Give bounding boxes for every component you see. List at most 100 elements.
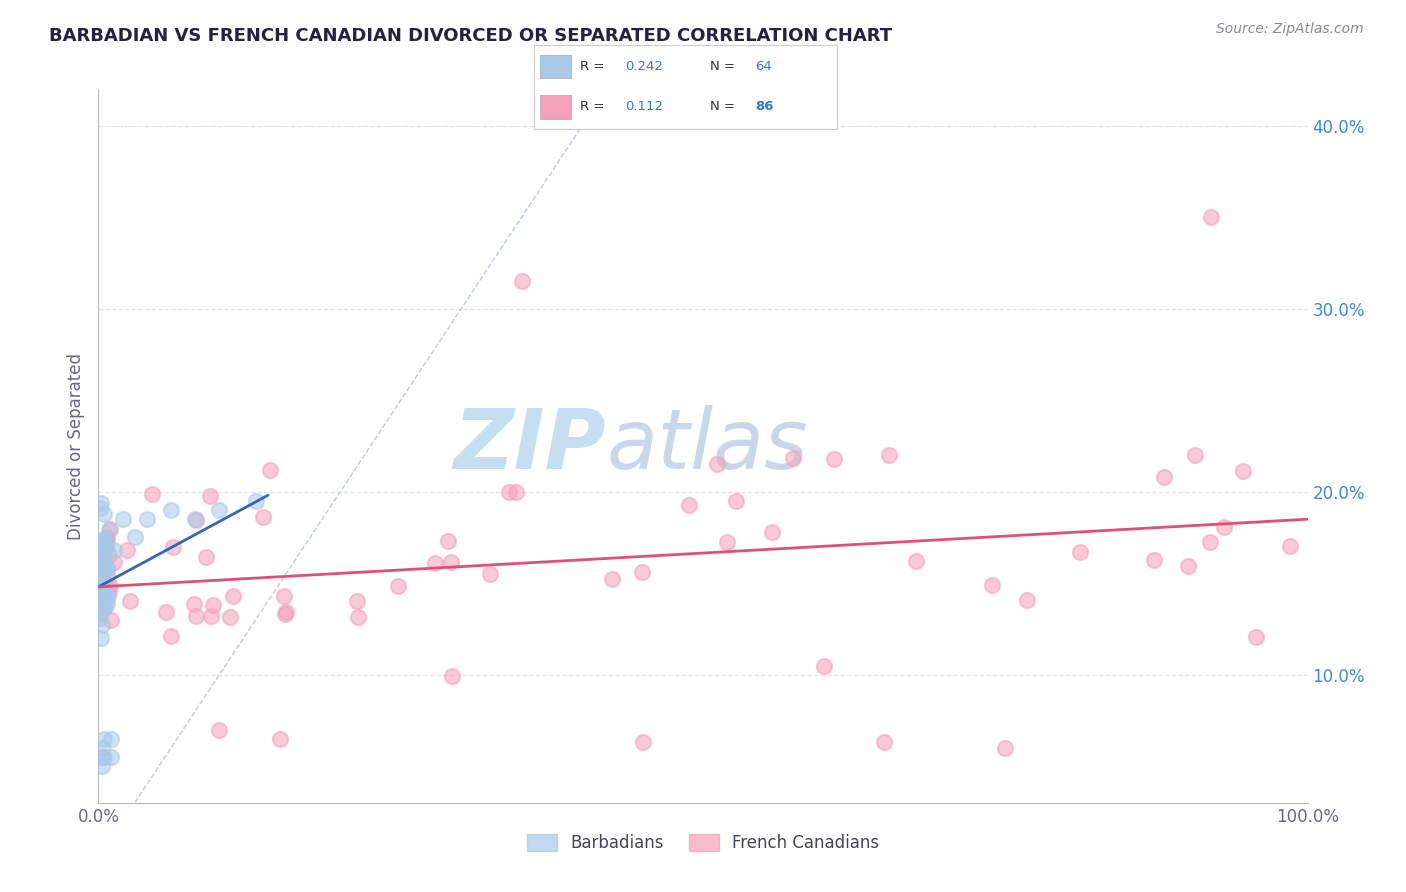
Point — [98, 524, 121, 538]
Point — [89, 574, 111, 589]
Point — [724, 494, 747, 508]
FancyBboxPatch shape — [540, 95, 571, 120]
Point — [387, 579, 409, 593]
Point — [91, 562, 114, 576]
Point — [1232, 464, 1254, 478]
Text: BARBADIAN VS FRENCH CANADIAN DIVORCED OR SEPARATED CORRELATION CHART: BARBADIAN VS FRENCH CANADIAN DIVORCED OR… — [49, 27, 893, 45]
Point — [91, 548, 114, 562]
Point — [1198, 535, 1220, 549]
Point — [93, 731, 115, 746]
Point — [1199, 211, 1222, 225]
Point — [94, 539, 117, 553]
Point — [89, 553, 111, 567]
Point — [980, 578, 1002, 592]
Point — [346, 594, 368, 608]
Point — [89, 605, 111, 619]
Point — [160, 503, 183, 517]
Point — [1015, 593, 1038, 607]
Point — [479, 566, 502, 581]
Point — [208, 503, 231, 517]
Point — [716, 534, 738, 549]
FancyBboxPatch shape — [540, 54, 571, 78]
Point — [347, 609, 370, 624]
Point — [91, 549, 114, 564]
Point — [91, 566, 114, 581]
Point — [124, 531, 146, 545]
Point — [600, 572, 623, 586]
Point — [141, 487, 163, 501]
Y-axis label: Divorced or Separated: Divorced or Separated — [66, 352, 84, 540]
Point — [96, 567, 118, 582]
Point — [94, 542, 117, 557]
Point — [96, 598, 118, 612]
Point — [90, 553, 112, 567]
Point — [436, 534, 458, 549]
Point — [904, 554, 927, 568]
Point — [823, 452, 845, 467]
Point — [90, 571, 112, 585]
Point — [873, 735, 896, 749]
Point — [89, 567, 111, 582]
Point — [183, 597, 205, 611]
Point — [91, 541, 114, 555]
Point — [498, 484, 520, 499]
Point — [93, 750, 115, 764]
Text: 0.242: 0.242 — [624, 60, 662, 73]
Point — [91, 590, 114, 604]
Point — [184, 512, 207, 526]
Point — [91, 545, 114, 559]
Point — [273, 589, 295, 603]
Text: N =: N = — [710, 101, 740, 113]
Point — [440, 669, 463, 683]
Point — [91, 537, 114, 551]
Text: N =: N = — [710, 60, 740, 73]
Text: atlas: atlas — [606, 406, 808, 486]
Point — [93, 600, 115, 615]
Point — [103, 554, 125, 568]
Point — [245, 494, 267, 508]
Point — [103, 543, 125, 558]
Point — [97, 589, 120, 603]
Point — [90, 631, 112, 645]
Point — [93, 561, 115, 575]
Text: ZIP: ZIP — [454, 406, 606, 486]
Point — [1143, 552, 1166, 566]
Point — [505, 485, 527, 500]
Point — [93, 507, 115, 521]
Point — [93, 558, 115, 573]
Point — [91, 740, 114, 755]
Point — [94, 578, 117, 592]
Point — [94, 599, 117, 613]
Point — [89, 566, 111, 580]
Point — [96, 531, 118, 545]
Point — [276, 605, 298, 619]
Point — [195, 550, 218, 565]
Point — [184, 513, 207, 527]
Point — [89, 533, 111, 548]
Point — [96, 562, 118, 576]
Text: R =: R = — [579, 101, 613, 113]
Point — [89, 607, 111, 622]
Point — [100, 750, 122, 764]
Point — [89, 534, 111, 549]
Point — [89, 578, 111, 592]
Text: R =: R = — [579, 60, 609, 73]
Point — [90, 567, 112, 582]
Point — [1244, 630, 1267, 644]
Point — [813, 658, 835, 673]
Point — [91, 618, 114, 632]
Point — [97, 549, 120, 563]
Point — [91, 759, 114, 773]
Point — [252, 509, 274, 524]
Point — [89, 611, 111, 625]
Point — [93, 563, 115, 577]
Point — [89, 533, 111, 548]
Point — [93, 540, 115, 554]
Point — [208, 723, 231, 737]
Point — [89, 599, 111, 614]
Point — [259, 462, 281, 476]
Point — [89, 571, 111, 585]
Point — [160, 629, 183, 643]
Point — [91, 750, 114, 764]
Point — [135, 512, 157, 526]
